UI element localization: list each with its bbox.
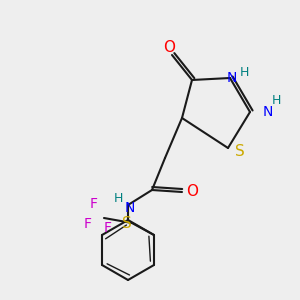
Text: N: N: [263, 105, 273, 119]
Text: N: N: [125, 201, 135, 215]
Text: S: S: [122, 215, 132, 230]
Text: H: H: [239, 67, 249, 80]
Text: F: F: [84, 217, 92, 231]
Text: O: O: [186, 184, 198, 200]
Text: N: N: [227, 71, 237, 85]
Text: F: F: [90, 197, 98, 211]
Text: S: S: [235, 145, 245, 160]
Text: F: F: [104, 221, 112, 235]
Text: H: H: [113, 193, 123, 206]
Text: O: O: [163, 40, 175, 55]
Text: H: H: [271, 94, 281, 106]
